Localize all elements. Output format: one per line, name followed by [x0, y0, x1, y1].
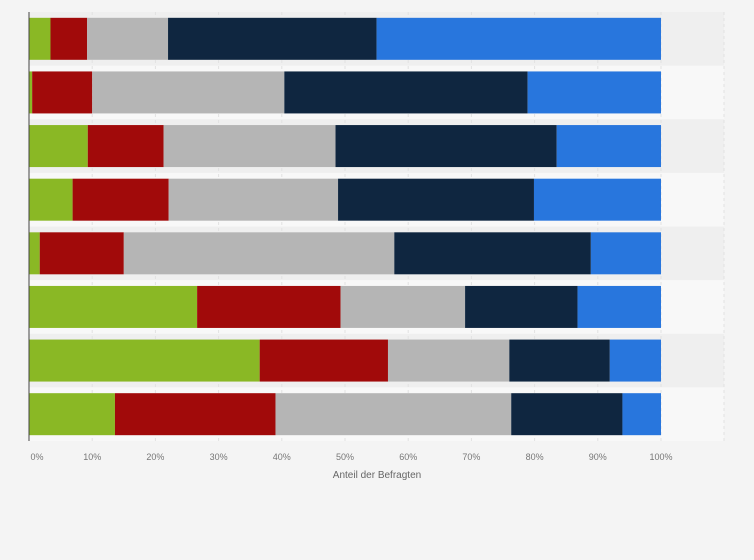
- bar-segment: [29, 339, 260, 382]
- x-tick-label: 40%: [273, 452, 291, 462]
- bar-segment: [556, 125, 661, 168]
- bar-segment: [376, 17, 661, 60]
- bar-segment: [168, 17, 377, 60]
- bar-segment: [72, 178, 169, 221]
- bar-segment: [335, 125, 557, 168]
- bar-segment: [509, 339, 610, 382]
- x-tick-label: 80%: [526, 452, 544, 462]
- bar-segment: [29, 393, 115, 436]
- bar-segment: [511, 393, 623, 436]
- bar-segment: [533, 178, 661, 221]
- x-tick-label: 60%: [399, 452, 417, 462]
- bar-segment: [87, 17, 169, 60]
- bar-segment: [114, 393, 276, 436]
- bar-segment: [577, 285, 661, 328]
- bar-segment: [50, 17, 88, 60]
- bar-segment: [338, 178, 534, 221]
- bar-segment: [168, 178, 339, 221]
- bar-segment: [32, 71, 93, 114]
- bars: [29, 17, 661, 436]
- bar-segment: [259, 339, 388, 382]
- x-tick-label: 20%: [146, 452, 164, 462]
- x-tick-label: 90%: [589, 452, 607, 462]
- bar-segment: [163, 125, 336, 168]
- bar-segment: [609, 339, 661, 382]
- x-tick-label: 50%: [336, 452, 354, 462]
- bar-segment: [465, 285, 578, 328]
- bar-segment: [387, 339, 510, 382]
- bar-segment: [622, 393, 661, 436]
- bar-segment: [197, 285, 341, 328]
- bar-segment: [275, 393, 512, 436]
- bar-segment: [39, 232, 124, 275]
- bar-segment: [29, 285, 198, 328]
- bar-segment: [29, 17, 51, 60]
- bar-segment: [527, 71, 661, 114]
- x-tick-label: 0%: [30, 452, 43, 462]
- x-axis-label: Anteil der Befragten: [333, 470, 421, 481]
- bar-segment: [29, 71, 33, 114]
- bar-segment: [394, 232, 591, 275]
- bar-segment: [340, 285, 466, 328]
- bar-segment: [29, 232, 40, 275]
- x-tick-label: 70%: [462, 452, 480, 462]
- x-tick-label: 100%: [649, 452, 672, 462]
- bar-segment: [123, 232, 395, 275]
- bar-segment: [29, 125, 88, 168]
- x-tick-label: 10%: [83, 452, 101, 462]
- bar-segment: [29, 178, 73, 221]
- bar-segment: [92, 71, 285, 114]
- bar-segment: [87, 125, 164, 168]
- bar-segment: [284, 71, 528, 114]
- x-tick-labels: 0% 10% 20% 30% 40% 50% 60% 70% 80% 90% 100%: [30, 452, 672, 462]
- bar-segment: [590, 232, 661, 275]
- x-tick-label: 30%: [210, 452, 228, 462]
